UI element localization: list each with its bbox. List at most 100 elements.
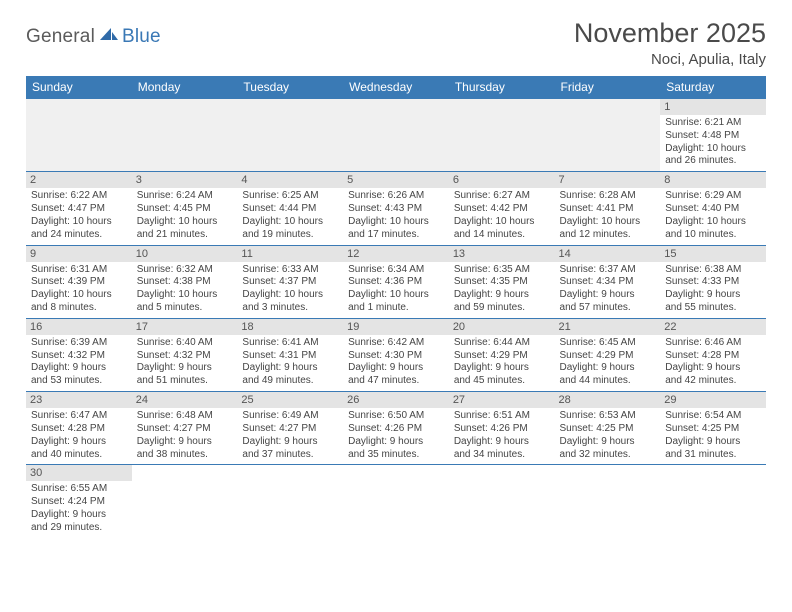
day-day2: and 59 minutes.: [454, 302, 550, 315]
weekday-header: Wednesday: [343, 76, 449, 99]
calendar-day-cell: 6Sunrise: 6:27 AMSunset: 4:42 PMDaylight…: [449, 172, 555, 245]
calendar-day-cell: 16Sunrise: 6:39 AMSunset: 4:32 PMDayligh…: [26, 318, 132, 391]
day-sunset: Sunset: 4:26 PM: [348, 423, 444, 436]
day-sunrise: Sunrise: 6:47 AM: [31, 410, 127, 423]
day-number: 23: [26, 392, 132, 408]
weekday-header: Saturday: [660, 76, 766, 99]
day-day1: Daylight: 10 hours: [348, 289, 444, 302]
calendar-day-cell: 22Sunrise: 6:46 AMSunset: 4:28 PMDayligh…: [660, 318, 766, 391]
header: General Blue November 2025 Noci, Apulia,…: [26, 18, 766, 68]
calendar-day-cell: 9 Sunrise: 6:31 AMSunset: 4:39 PMDaylight…: [26, 245, 132, 318]
day-sunrise: Sunrise: 6:54 AM: [665, 410, 761, 423]
day-day1: Daylight: 9 hours: [31, 509, 127, 522]
calendar-day-cell: 4Sunrise: 6:25 AMSunset: 4:44 PMDaylight…: [237, 172, 343, 245]
day-sunset: Sunset: 4:25 PM: [560, 423, 656, 436]
day-sunrise: Sunrise: 6:31 AM: [31, 264, 127, 277]
day-day2: and 42 minutes.: [665, 375, 761, 388]
day-day2: and 24 minutes.: [31, 229, 127, 242]
day-sunset: Sunset: 4:30 PM: [348, 350, 444, 363]
day-day2: and 17 minutes.: [348, 229, 444, 242]
day-day1: Daylight: 10 hours: [31, 289, 127, 302]
day-sunset: Sunset: 4:40 PM: [665, 203, 761, 216]
day-day1: Daylight: 9 hours: [454, 362, 550, 375]
day-number: 21: [555, 319, 661, 335]
day-day2: and 57 minutes.: [560, 302, 656, 315]
calendar-day-cell: 8Sunrise: 6:29 AMSunset: 4:40 PMDaylight…: [660, 172, 766, 245]
day-day1: Daylight: 10 hours: [665, 216, 761, 229]
day-day1: Daylight: 9 hours: [560, 362, 656, 375]
day-sunrise: Sunrise: 6:33 AM: [242, 264, 338, 277]
day-sunset: Sunset: 4:27 PM: [242, 423, 338, 436]
day-sunset: Sunset: 4:29 PM: [454, 350, 550, 363]
day-number: 12: [343, 246, 449, 262]
day-day1: Daylight: 9 hours: [665, 362, 761, 375]
day-sunrise: Sunrise: 6:39 AM: [31, 337, 127, 350]
day-sunrise: Sunrise: 6:45 AM: [560, 337, 656, 350]
calendar-day-cell: 19Sunrise: 6:42 AMSunset: 4:30 PMDayligh…: [343, 318, 449, 391]
day-day2: and 55 minutes.: [665, 302, 761, 315]
day-sunrise: Sunrise: 6:27 AM: [454, 190, 550, 203]
day-number: 18: [237, 319, 343, 335]
day-sunset: Sunset: 4:47 PM: [31, 203, 127, 216]
day-number: 2: [26, 172, 132, 188]
day-sunset: Sunset: 4:39 PM: [31, 276, 127, 289]
day-day1: Daylight: 9 hours: [348, 362, 444, 375]
weekday-header: Monday: [132, 76, 238, 99]
calendar-day-cell: 10Sunrise: 6:32 AMSunset: 4:38 PMDayligh…: [132, 245, 238, 318]
day-day2: and 49 minutes.: [242, 375, 338, 388]
calendar-day-cell: 17Sunrise: 6:40 AMSunset: 4:32 PMDayligh…: [132, 318, 238, 391]
day-number: 17: [132, 319, 238, 335]
day-day2: and 31 minutes.: [665, 449, 761, 462]
day-day2: and 40 minutes.: [31, 449, 127, 462]
day-sunrise: Sunrise: 6:22 AM: [31, 190, 127, 203]
calendar-day-cell: 29Sunrise: 6:54 AMSunset: 4:25 PMDayligh…: [660, 392, 766, 465]
day-day2: and 45 minutes.: [454, 375, 550, 388]
day-sunset: Sunset: 4:38 PM: [137, 276, 233, 289]
day-day1: Daylight: 10 hours: [348, 216, 444, 229]
calendar-day-cell: 24Sunrise: 6:48 AMSunset: 4:27 PMDayligh…: [132, 392, 238, 465]
day-number: 9: [26, 246, 132, 262]
day-number: 6: [449, 172, 555, 188]
calendar-empty-cell: [449, 99, 555, 172]
calendar-day-cell: 21Sunrise: 6:45 AMSunset: 4:29 PMDayligh…: [555, 318, 661, 391]
day-sunrise: Sunrise: 6:34 AM: [348, 264, 444, 277]
day-number: 28: [555, 392, 661, 408]
weekday-header: Tuesday: [237, 76, 343, 99]
logo-text-blue: Blue: [122, 26, 161, 48]
calendar-day-cell: 5Sunrise: 6:26 AMSunset: 4:43 PMDaylight…: [343, 172, 449, 245]
day-day1: Daylight: 9 hours: [454, 289, 550, 302]
day-sunrise: Sunrise: 6:21 AM: [665, 117, 761, 130]
day-day2: and 3 minutes.: [242, 302, 338, 315]
day-number: 11: [237, 246, 343, 262]
day-sunset: Sunset: 4:48 PM: [665, 130, 761, 143]
day-number: 14: [555, 246, 661, 262]
calendar-day-cell: 2 Sunrise: 6:22 AMSunset: 4:47 PMDaylight…: [26, 172, 132, 245]
calendar-day-cell: 25Sunrise: 6:49 AMSunset: 4:27 PMDayligh…: [237, 392, 343, 465]
day-day2: and 8 minutes.: [31, 302, 127, 315]
logo-text-general: General: [26, 26, 95, 48]
day-sunset: Sunset: 4:43 PM: [348, 203, 444, 216]
day-sunset: Sunset: 4:32 PM: [31, 350, 127, 363]
calendar-empty-cell: [132, 99, 238, 172]
day-sunset: Sunset: 4:45 PM: [137, 203, 233, 216]
day-day1: Daylight: 9 hours: [560, 289, 656, 302]
calendar-day-cell: 26Sunrise: 6:50 AMSunset: 4:26 PMDayligh…: [343, 392, 449, 465]
day-number: 22: [660, 319, 766, 335]
calendar-empty-cell: [555, 465, 661, 538]
day-day2: and 37 minutes.: [242, 449, 338, 462]
weekday-header: Friday: [555, 76, 661, 99]
day-day2: and 12 minutes.: [560, 229, 656, 242]
day-sunset: Sunset: 4:24 PM: [31, 496, 127, 509]
day-sunrise: Sunrise: 6:32 AM: [137, 264, 233, 277]
day-day1: Daylight: 9 hours: [242, 362, 338, 375]
day-day1: Daylight: 9 hours: [348, 436, 444, 449]
day-day2: and 21 minutes.: [137, 229, 233, 242]
calendar-day-cell: 18Sunrise: 6:41 AMSunset: 4:31 PMDayligh…: [237, 318, 343, 391]
day-number: 7: [555, 172, 661, 188]
day-sunrise: Sunrise: 6:26 AM: [348, 190, 444, 203]
day-day1: Daylight: 10 hours: [31, 216, 127, 229]
day-sunset: Sunset: 4:41 PM: [560, 203, 656, 216]
day-number: 29: [660, 392, 766, 408]
day-day1: Daylight: 9 hours: [137, 362, 233, 375]
day-day1: Daylight: 10 hours: [137, 216, 233, 229]
